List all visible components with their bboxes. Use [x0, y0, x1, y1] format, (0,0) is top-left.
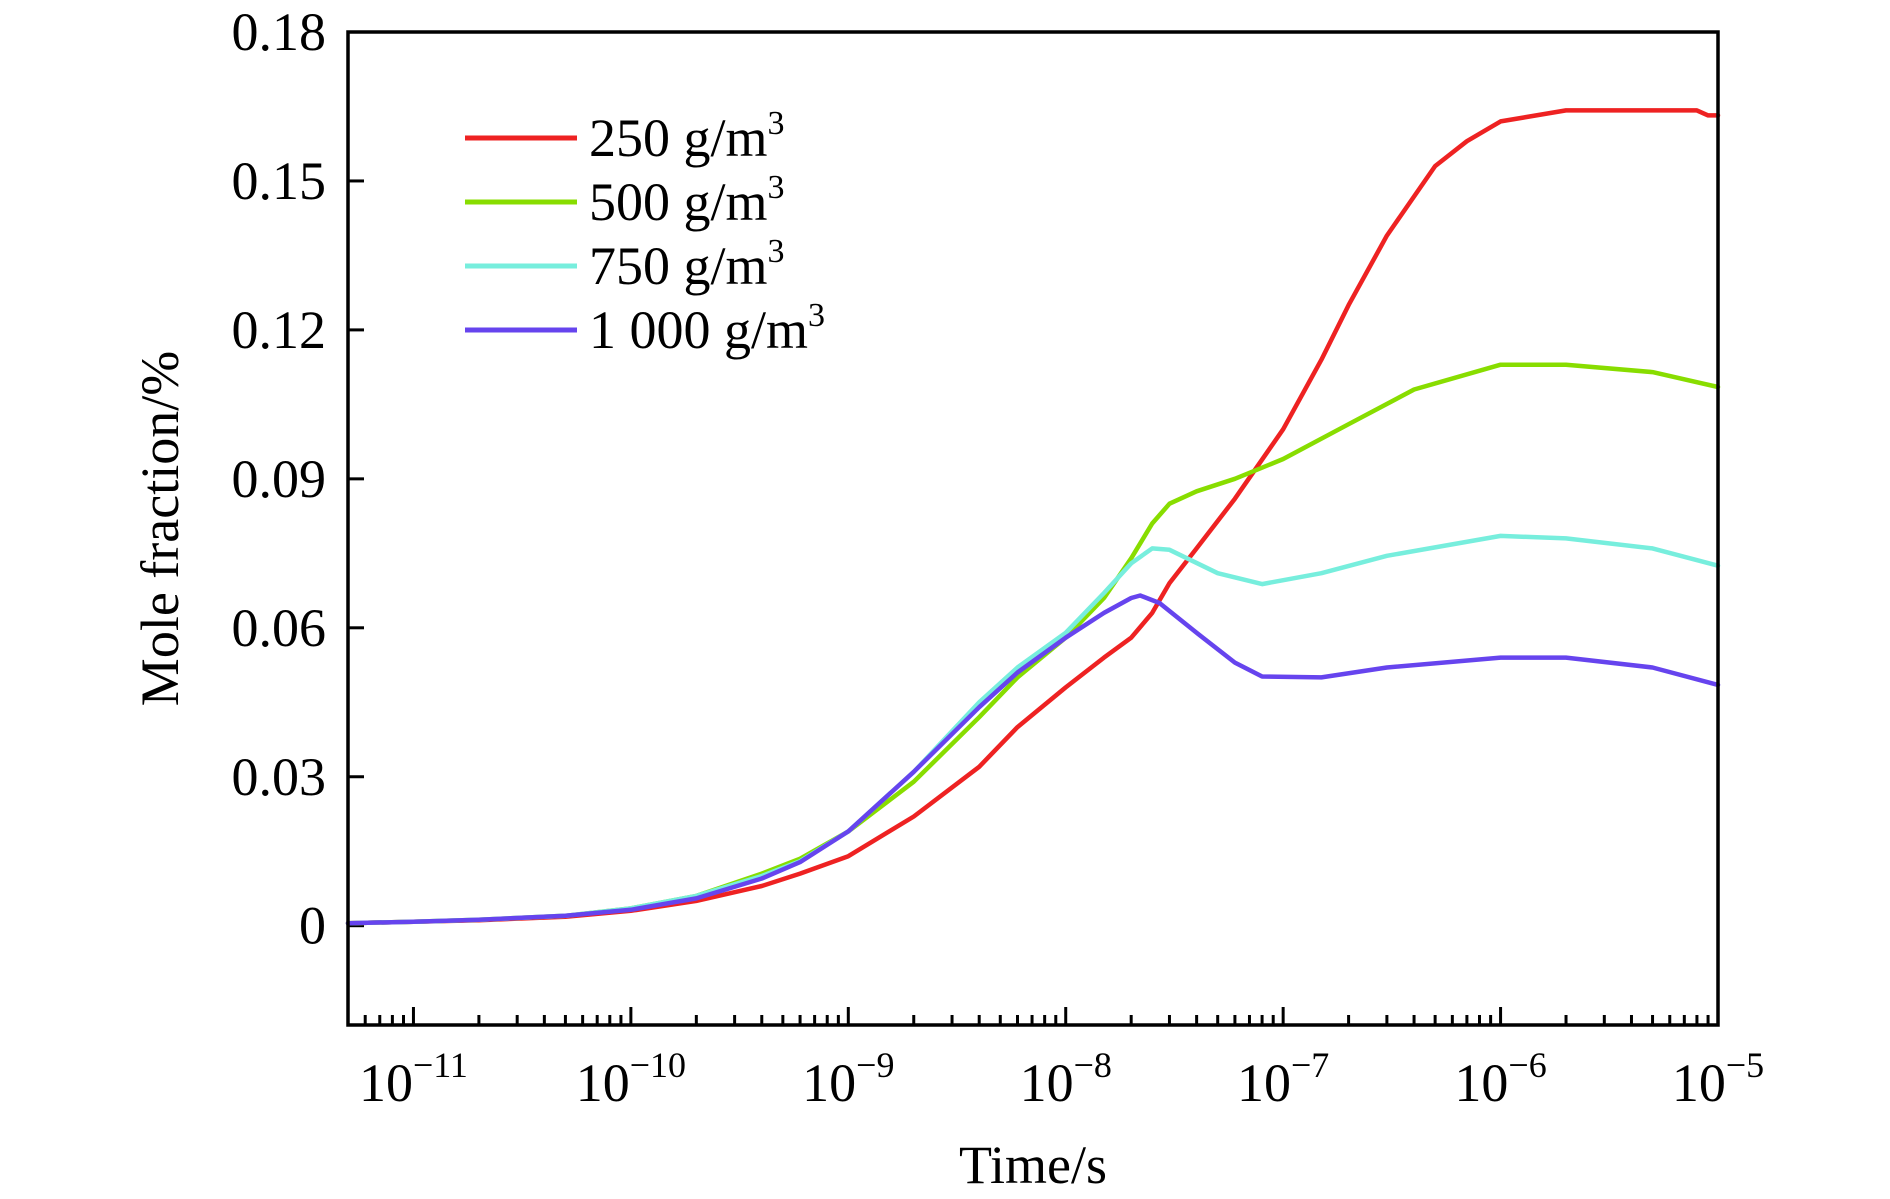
series-line-3	[345, 533, 1721, 926]
x-tick-label: 10−10	[576, 1045, 686, 1113]
legend-label: 500 g/m3	[589, 169, 785, 232]
series-layer	[345, 108, 1721, 926]
legend-label: 750 g/m3	[589, 233, 785, 296]
series-line-1	[345, 108, 1721, 926]
x-axis-title: Time/s	[959, 1135, 1107, 1195]
y-tick-label: 0.09	[232, 449, 327, 509]
y-axis-title: Mole fraction/%	[130, 351, 190, 706]
y-tick-label: 0.12	[232, 300, 327, 360]
x-tick-label: 10−8	[1020, 1045, 1112, 1113]
x-tick-label: 10−6	[1454, 1045, 1546, 1113]
series-line-4	[345, 593, 1721, 926]
legend-label: 250 g/m3	[589, 105, 785, 168]
y-tick-label: 0.06	[232, 598, 327, 658]
y-tick-label: 0.18	[232, 2, 327, 62]
x-tick-label: 10−7	[1237, 1045, 1329, 1113]
y-tick-labels: 0 0.03 0.06 0.09 0.12 0.15 0.18	[232, 2, 327, 956]
y-tick-label: 0.15	[232, 151, 327, 211]
y-tick-label: 0	[299, 896, 326, 956]
y-tick-label: 0.03	[232, 747, 327, 807]
ticks-layer	[346, 30, 1720, 1025]
x-tick-label: 10−9	[802, 1045, 894, 1113]
plot-frame	[346, 30, 1720, 1027]
x-tick-label: 10−5	[1672, 1045, 1764, 1113]
legend-label: 1 000 g/m3	[589, 297, 825, 360]
x-tick-labels: 10−11 10−10 10−9 10−8 10−7 10−6 10−5	[359, 1045, 1764, 1113]
series-line-2	[345, 362, 1721, 926]
x-tick-label: 10−11	[359, 1045, 468, 1113]
